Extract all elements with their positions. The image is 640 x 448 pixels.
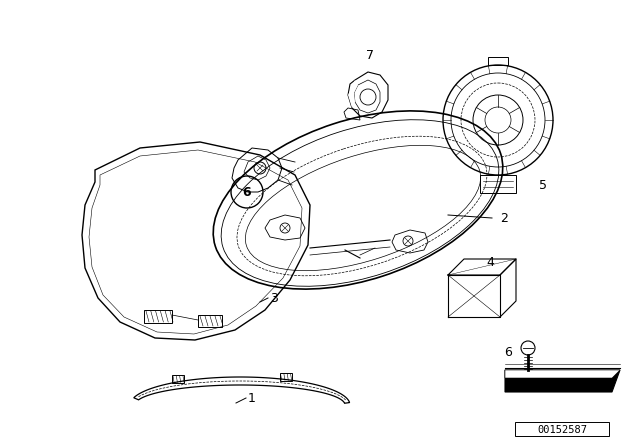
Text: 7: 7 (366, 48, 374, 61)
Text: 2: 2 (500, 211, 508, 224)
Text: 5: 5 (539, 178, 547, 191)
Text: 6: 6 (243, 185, 252, 198)
Text: 3: 3 (270, 292, 278, 305)
Text: 6: 6 (504, 345, 512, 358)
Text: 4: 4 (486, 255, 494, 268)
Polygon shape (348, 80, 358, 108)
Polygon shape (505, 370, 620, 392)
Text: 00152587: 00152587 (537, 425, 587, 435)
Polygon shape (505, 370, 620, 378)
Text: 1: 1 (248, 392, 256, 405)
